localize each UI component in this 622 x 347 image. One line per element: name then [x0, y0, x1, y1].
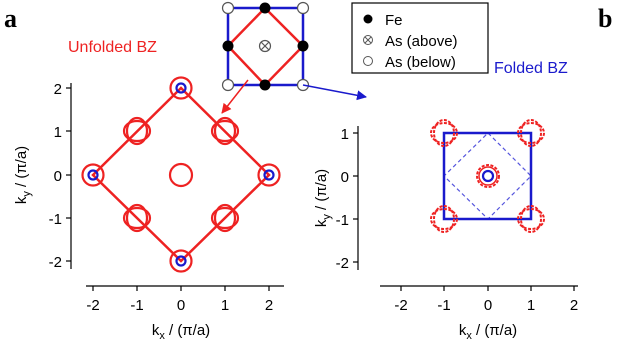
right-xtick-label: -1 [437, 297, 450, 314]
hole-pockets [81, 76, 281, 273]
right-ytick-label: 0 [341, 169, 349, 186]
red-arrow [221, 79, 249, 114]
left-xtick-label: 2 [265, 297, 273, 314]
panel-letter-b: b [598, 4, 612, 33]
panel-letter-a: a [4, 4, 17, 33]
right-ytick-label: -2 [336, 255, 349, 272]
blue-arrow [302, 84, 367, 101]
folded-hole-pockets [476, 164, 500, 188]
electron-pockets [122, 116, 240, 233]
lattice-inset [221, 1, 310, 92]
right-x-axis-label: kx / (π/a) [459, 322, 517, 342]
unfolded-bz-dashed-diamond [443, 132, 532, 220]
left-ytick-label: 0 [54, 168, 62, 185]
folded-bz-square [442, 131, 533, 221]
left-xtick-label: -2 [86, 297, 99, 314]
left-xtick-label: 0 [177, 297, 185, 314]
left-x-ticks [92, 286, 270, 291]
left-y-axis-label: ky / (π/a) [13, 146, 33, 204]
right-panel: 1 0 -1 -2 -2 -1 0 1 2 kx / (π/a) ky / (π… [313, 119, 578, 342]
left-xtick-label: 1 [221, 297, 229, 314]
as-below-atoms [221, 1, 310, 92]
folded-bz-title: Folded BZ [494, 60, 568, 77]
left-ytick-label: -2 [49, 254, 62, 271]
fe-atoms [222, 2, 309, 91]
right-xtick-label: 2 [570, 297, 578, 314]
legend-label-as-below: As (below) [385, 54, 456, 71]
left-y-ticks [66, 87, 71, 262]
legend-label-fe: Fe [385, 12, 403, 29]
left-ytick-label: -1 [49, 211, 62, 228]
legend-box [351, 2, 489, 74]
left-x-axis-label: kx / (π/a) [152, 322, 210, 342]
legend-label-as-above: As (above) [385, 33, 458, 50]
as-above-atom [258, 39, 272, 53]
left-xtick-label: -1 [130, 297, 143, 314]
right-xtick-label: -2 [394, 297, 407, 314]
right-ytick-label: -1 [336, 212, 349, 229]
left-ytick-label: 1 [54, 124, 62, 141]
left-panel: 2 1 0 -1 -2 -2 -1 0 1 2 kx / (π/a) ky / … [13, 76, 284, 342]
right-y-ticks [353, 132, 358, 263]
folded-electron-pockets [430, 119, 545, 233]
right-y-axis-label: ky / (π/a) [313, 169, 333, 227]
legend: Fe As (above) As (below) [351, 2, 489, 74]
right-xtick-label: 0 [484, 297, 492, 314]
right-ytick-label: 1 [341, 126, 349, 143]
unfolded-bz-boundary [91, 86, 271, 263]
unfolded-bz-title: Unfolded BZ [68, 39, 157, 56]
fe-legend-icon [363, 14, 373, 24]
as-below-legend-icon [363, 56, 373, 66]
as-above-legend-icon [363, 35, 373, 45]
right-xtick-label: 1 [527, 297, 535, 314]
right-x-ticks [400, 286, 575, 291]
left-ytick-label: 2 [54, 81, 62, 98]
